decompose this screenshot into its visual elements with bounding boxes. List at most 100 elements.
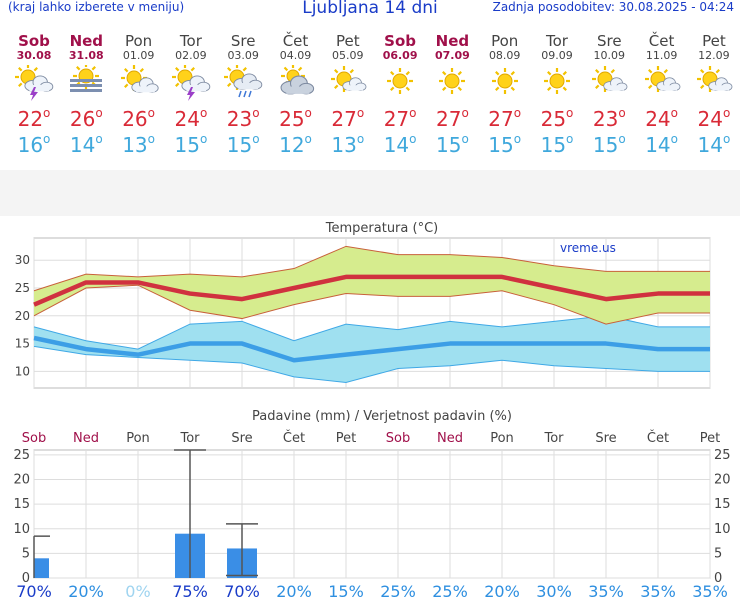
watermark: vreme.us (560, 241, 616, 255)
min-temp-band-lower (33, 345, 710, 383)
day-date: 31.08 (68, 49, 104, 62)
sun-icon (531, 63, 583, 103)
min-temp-line (33, 335, 710, 363)
y-tick-label-left: 25 (13, 448, 30, 463)
sun-icon (479, 63, 531, 103)
sun-small-cloud-icon (583, 63, 635, 103)
max-temp: 27o (435, 106, 469, 131)
day-date: 06.09 (382, 49, 418, 62)
day-date: 11.09 (645, 49, 678, 62)
precip-probability: 35% (640, 582, 676, 600)
x-tick-label: Čet (647, 430, 669, 446)
day-name: Pon (124, 32, 153, 50)
min-temp: 13o (122, 132, 155, 157)
day-date: 09.09 (541, 49, 573, 62)
min-temp: 16o (17, 132, 51, 157)
y-tick-label: 25 (15, 281, 30, 295)
sun-fog-icon (60, 63, 112, 103)
chart-title: Temperatura (°C) (325, 221, 438, 236)
y-tick-label-right: 10 (714, 522, 731, 537)
sun-icon (426, 63, 478, 103)
y-tick-label-right: 25 (714, 448, 731, 463)
min-temp: 14o (697, 132, 731, 157)
precip-probability: 20% (68, 582, 104, 600)
day-column: Pet 12.09 24o 14o (688, 32, 740, 159)
day-column: Pet 05.09 27o 13o (322, 32, 374, 159)
min-temp: 14o (645, 132, 678, 157)
day-date: 05.09 (332, 49, 364, 62)
day-name: Pon (491, 32, 519, 50)
precip-probability: 70% (16, 582, 52, 600)
page-title: Ljubljana 14 dni (302, 0, 438, 18)
max-temp: 25o (279, 106, 312, 131)
max-temp: 27o (383, 106, 417, 131)
y-tick-label-right: 20 (714, 473, 731, 488)
sun-behind-cloud-icon (270, 63, 322, 103)
min-temp: 13o (331, 132, 365, 157)
y-tick-label-left: 15 (13, 497, 30, 512)
day-column: Tor 02.09 24o 15o (165, 32, 217, 159)
day-name: Čet (648, 32, 675, 50)
x-tick-label: Pet (336, 431, 356, 446)
min-temp-band (34, 315, 710, 383)
day-name: Sob (384, 32, 417, 50)
x-tick-label: Sre (231, 431, 252, 446)
precip-probability: 30% (536, 582, 572, 600)
min-temp: 15o (592, 132, 626, 157)
day-name: Tor (179, 32, 202, 50)
precip-probability: 35% (588, 582, 624, 600)
precip-probability: 20% (484, 582, 520, 600)
day-column: Čet 04.09 25o 12o (270, 32, 322, 159)
day-column: Čet 11.09 24o 14o (636, 32, 688, 159)
max-temp: 24o (645, 106, 678, 131)
temperature-chart: 10 15 20 25 30 Temperatura (°C) vreme.us (15, 221, 711, 389)
min-temp: 15o (435, 132, 469, 157)
day-name: Pet (335, 32, 360, 50)
day-date: 30.08 (16, 49, 52, 62)
day-date: 12.09 (698, 49, 730, 62)
day-column: Pon 08.09 27o 15o (479, 32, 531, 159)
precip-probability: 25% (432, 582, 468, 600)
day-date: 07.09 (434, 49, 470, 62)
precip-probability: 0% (125, 582, 150, 600)
y-tick-label: 20 (15, 309, 30, 323)
x-tick-label: Sre (595, 431, 616, 446)
day-date: 02.09 (175, 49, 207, 62)
day-date: 04.09 (279, 49, 312, 62)
x-tick-label: Pon (490, 431, 514, 446)
sun-small-cloud-icon (322, 63, 374, 103)
min-temp: 15o (540, 132, 574, 157)
max-temp: 22o (17, 106, 51, 131)
precip-probability: 70% (224, 582, 260, 600)
min-temp: 15o (174, 132, 208, 157)
day-name: Čet (282, 32, 309, 50)
x-tick-label: Tor (179, 431, 200, 446)
y-tick-label-right: 0 (714, 571, 722, 586)
sun-rain-cloud-icon (217, 63, 269, 103)
y-tick-label: 10 (15, 364, 30, 378)
y-tick-label: 15 (15, 337, 30, 351)
sun-small-cloud-icon (688, 63, 740, 103)
precip-probability: 25% (380, 582, 416, 600)
max-temp: 27o (488, 106, 522, 131)
max-temp: 25o (540, 106, 574, 131)
day-name: Tor (546, 32, 568, 50)
precipitation-chart: Padavine (mm) / Verjetnost padavin (%) So… (13, 409, 731, 600)
day-name: Ned (435, 32, 470, 50)
sun-cloud-icon (113, 63, 165, 103)
x-tick-label: Tor (543, 431, 564, 446)
day-date: 08.09 (488, 49, 521, 62)
max-temp-band-upper (33, 245, 710, 292)
day-date: 10.09 (593, 49, 626, 62)
day-column: Ned 31.08 26o 14o (60, 32, 112, 159)
plot-area (33, 449, 711, 579)
x-tick-label: Pon (126, 431, 150, 446)
y-tick-label: 30 (15, 253, 30, 267)
day-name: Sre (597, 32, 622, 50)
day-date: 03.09 (227, 49, 259, 62)
day-column: Sre 03.09 23o 15o (217, 32, 269, 159)
max-temp: 24o (697, 106, 731, 131)
chart-title: Padavine (mm) / Verjetnost padavin (%) (252, 409, 512, 424)
max-temp-band (34, 246, 710, 325)
precip-probability: 35% (692, 582, 728, 600)
